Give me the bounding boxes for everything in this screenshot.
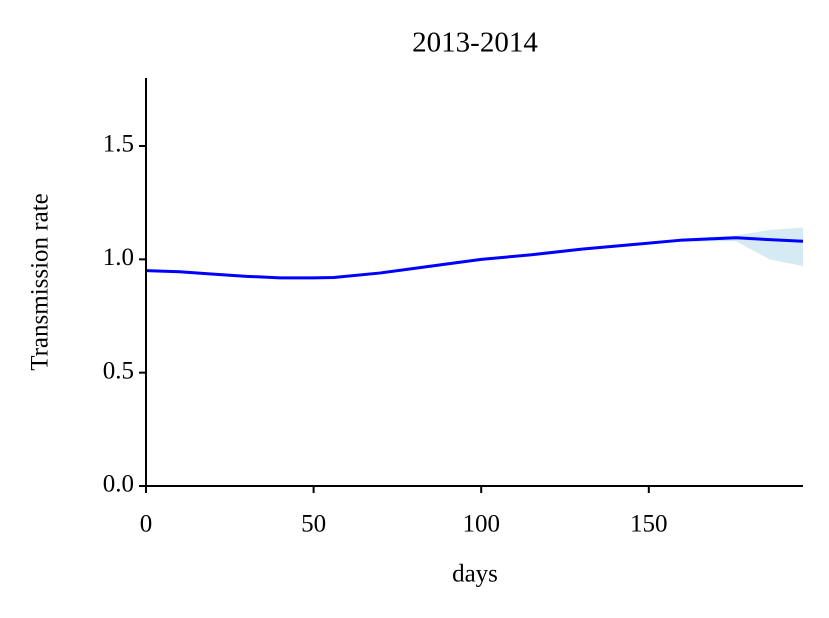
y-tick-label: 0.0 (103, 471, 134, 498)
chart-title: 2013-2014 (412, 27, 538, 59)
y-tick-label: 1.5 (103, 131, 134, 158)
x-axis-label: days (452, 561, 498, 588)
x-tick-label: 0 (140, 511, 153, 538)
x-tick-label: 50 (301, 511, 326, 538)
y-axis-label: Transmission rate (27, 193, 54, 371)
x-tick-label: 150 (630, 511, 668, 538)
line (145, 236, 804, 280)
x-tick-label: 100 (462, 511, 500, 538)
y-tick-label: 1.0 (103, 244, 134, 271)
y-tick-label: 0.5 (103, 357, 134, 384)
confidence-band (146, 227, 803, 280)
